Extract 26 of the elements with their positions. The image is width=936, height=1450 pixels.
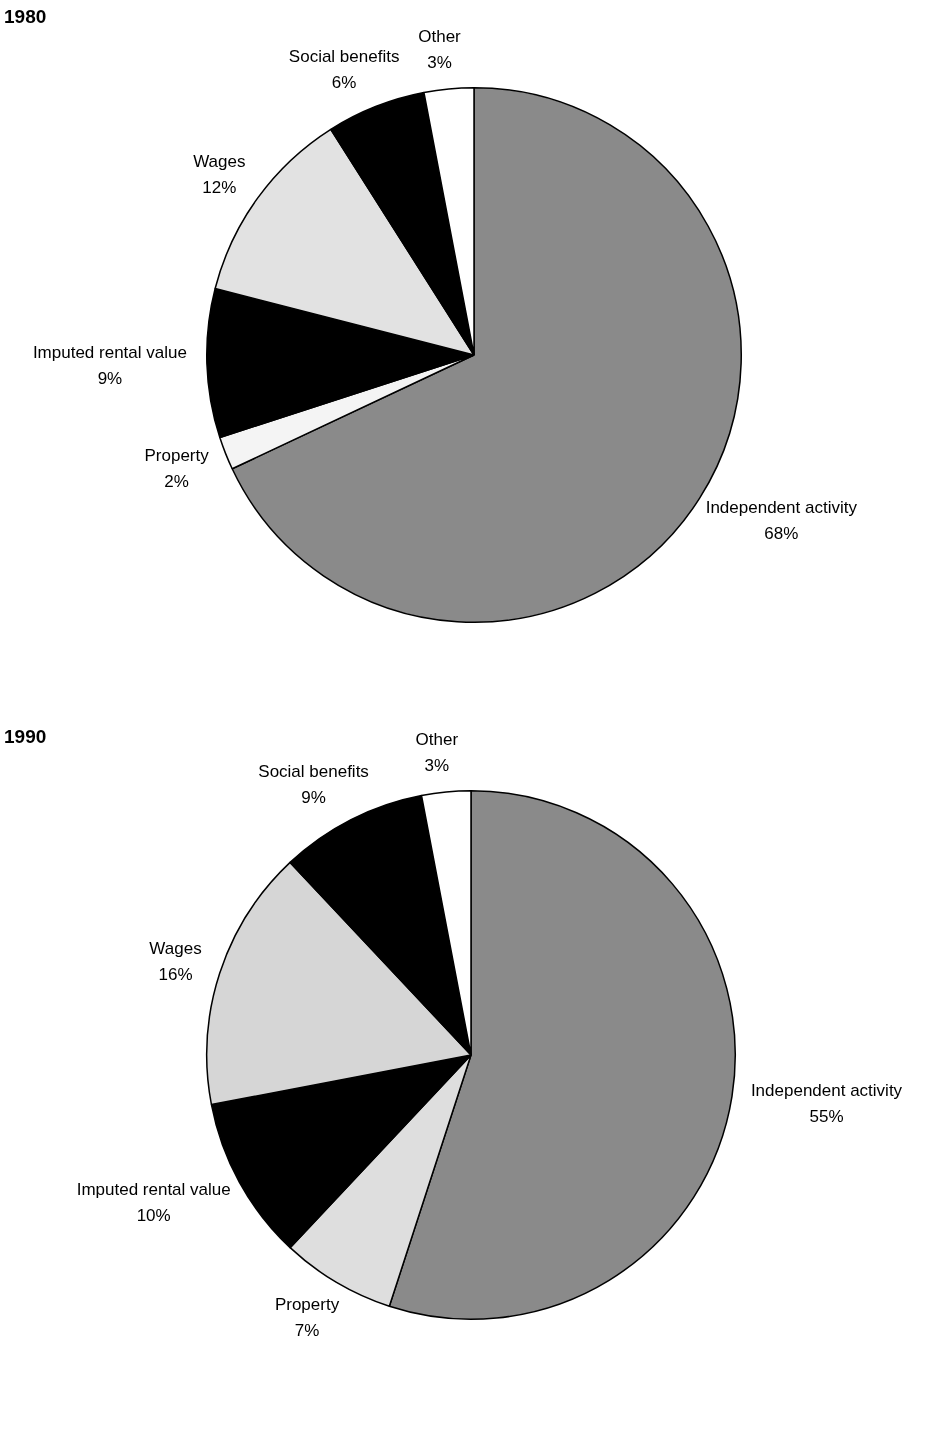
data-label: 6%: [331, 73, 357, 93]
slice-label: Imputed rental value: [76, 1179, 231, 1199]
slice-label: Wages: [193, 152, 246, 172]
data-label: 10%: [136, 1205, 171, 1225]
slice-label: Social benefits: [288, 47, 400, 67]
slice-label: Imputed rental value: [32, 342, 187, 362]
slice-label: Wages: [149, 938, 202, 958]
data-label: 12%: [202, 178, 237, 198]
data-label: 3%: [427, 53, 452, 73]
data-label: 2%: [164, 472, 189, 492]
chart-title: 1990: [4, 726, 47, 748]
slice-label: Other: [415, 730, 459, 750]
slice-label: Property: [274, 1294, 340, 1314]
chart-title: 1980: [4, 6, 47, 28]
slice-label: Social benefits: [258, 761, 369, 781]
data-label: 3%: [424, 756, 450, 776]
slice-label: Property: [144, 446, 210, 466]
slice-label: Independent activity: [705, 497, 858, 517]
slice-label: Independent activity: [750, 1080, 903, 1100]
data-label: 16%: [158, 964, 193, 984]
data-label: 9%: [301, 787, 326, 807]
data-label: 55%: [809, 1106, 844, 1126]
data-label: 7%: [294, 1320, 320, 1340]
slice-label: Other: [418, 27, 462, 47]
data-label: 68%: [764, 523, 799, 543]
data-label: 9%: [97, 368, 123, 388]
